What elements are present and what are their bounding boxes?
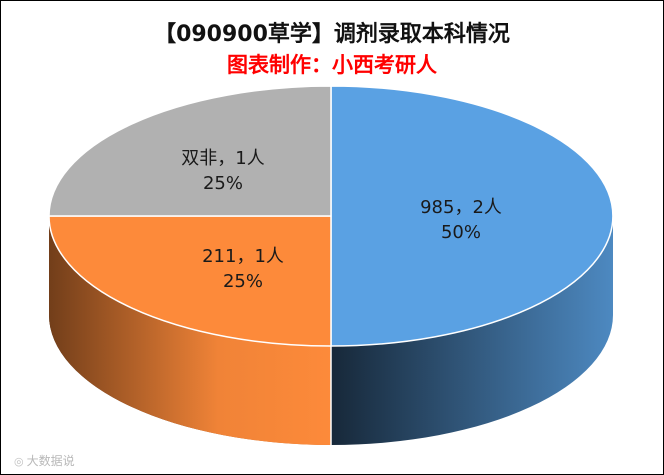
pie-percent-双非: 25% (203, 173, 243, 194)
pie-label-双非: 双非，1人 (181, 148, 264, 169)
pie-side-985 (331, 216, 613, 445)
pie-percent-985: 50% (441, 222, 481, 243)
pie-slice-双非 (48, 85, 332, 217)
pie-label-985: 985，2人 (420, 197, 502, 218)
pie-slice-985 (330, 85, 614, 347)
weibo-logo-icon: ◎ (14, 455, 24, 468)
watermark-text: 大数据说 (26, 454, 75, 468)
watermark: ◎ 大数据说 (14, 452, 75, 469)
pie-label-211: 211，1人 (202, 246, 284, 267)
chart-title: 【090900草学】调剂录取本科情况 (154, 22, 510, 47)
pie-percent-211: 25% (223, 271, 263, 292)
pie-slice-211 (48, 215, 332, 347)
chart-subtitle: 图表制作：小西考研人 (227, 53, 437, 77)
pie-side-left-211 (49, 216, 331, 445)
